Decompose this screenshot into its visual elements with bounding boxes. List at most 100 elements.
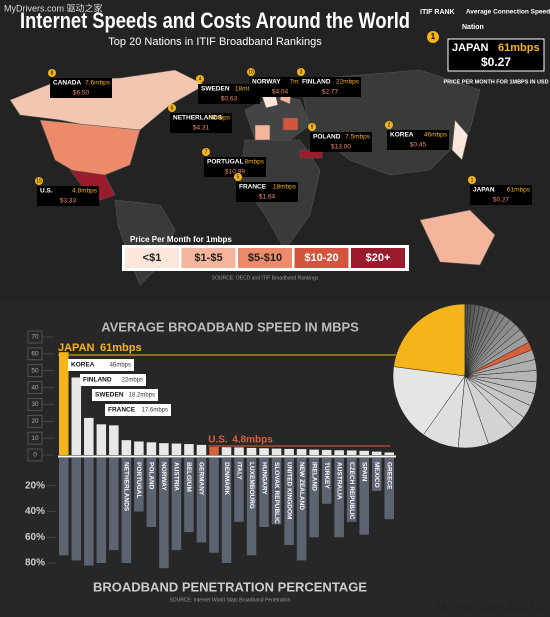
title: Internet Speeds and Costs Around the Wor…	[20, 8, 410, 33]
legend-title: Price Per Month for 1mbps	[130, 235, 232, 244]
pie-slice	[393, 303, 466, 377]
penetration-bar	[184, 458, 194, 533]
rank-badge	[35, 177, 43, 185]
penetration-bar	[384, 458, 394, 520]
callout-box	[170, 113, 232, 133]
penetration-bar	[246, 458, 257, 556]
callout-name: NETHERLANDS	[173, 115, 223, 122]
y-tick-label: 60%	[25, 532, 45, 543]
speed-bar	[96, 424, 107, 455]
key-speed: 61mbps	[498, 42, 540, 54]
penetration-bar	[359, 458, 369, 535]
legend-swatch	[238, 248, 292, 268]
callout-name: KOREA	[71, 362, 95, 369]
callout-rank: 6	[171, 105, 174, 111]
rank-badge	[202, 148, 210, 156]
callout-rank: 15	[36, 178, 42, 184]
penetration-bar	[346, 458, 357, 522]
callout-box	[387, 130, 449, 150]
x-tick-label: POLAND	[148, 462, 155, 490]
legend-swatch	[351, 248, 405, 268]
y-tick-label: 60	[31, 351, 39, 358]
callout-name: SWEDEN	[95, 392, 124, 399]
speed-bar	[359, 450, 369, 455]
speed-bar	[171, 443, 182, 455]
callout-rank: 8	[51, 70, 54, 76]
japan	[451, 119, 469, 161]
speed-bar	[109, 425, 119, 455]
callout-name: FRANCE	[239, 184, 267, 191]
x-tick-label: MEXICO	[373, 462, 380, 488]
callout-price: $0.45	[410, 142, 427, 149]
source: SOURCE: OECD and ITIF Broadband Rankings	[212, 275, 319, 281]
callout-price: $2.77	[322, 89, 339, 96]
callout-name: CANADA	[53, 80, 81, 87]
callout-name: KOREA	[390, 132, 414, 139]
speed-bar	[334, 450, 344, 455]
x-tick-label: UNITED KINGDOM	[285, 462, 292, 519]
rank-badge	[308, 123, 316, 131]
callout-rank: 7	[205, 149, 208, 155]
legend-label: <$1	[143, 252, 162, 264]
chart-title: BROADBAND PENETRATION PERCENTAGE	[93, 579, 367, 594]
watermark: MyDrivers.com 驱动之家	[4, 2, 103, 13]
x-tick-label: SPAIN	[360, 462, 367, 482]
callout-price: $0.63	[221, 96, 238, 103]
callout-name: FRANCE	[108, 407, 136, 414]
rank-badge	[427, 31, 439, 43]
penetration-bar	[296, 458, 307, 561]
speed-bar	[321, 449, 332, 455]
key-price: $0.27	[481, 55, 511, 69]
chart-title: AVERAGE BROADBAND SPEED IN MBPS	[101, 319, 359, 334]
pie-slice	[392, 366, 466, 436]
legend-label: $10-20	[304, 252, 338, 264]
x-tick-label: TURKEY	[323, 462, 330, 489]
callout-name: U.S.	[40, 188, 53, 195]
callout-price: $13.00	[331, 144, 351, 151]
callout-speed: 4.8mbps	[232, 435, 273, 446]
poland	[282, 117, 299, 131]
x-tick-label: LUXEMBOURG	[248, 462, 255, 509]
penetration-bar	[221, 458, 232, 563]
watermark: MyDrivers.com 驱动之家	[437, 601, 546, 614]
callout-name: JAPAN	[58, 342, 95, 354]
y-tick-label: 20	[31, 418, 39, 425]
speed-bar	[234, 447, 244, 455]
speed-bar	[71, 377, 82, 455]
key-label: Average Connection Speed	[466, 9, 550, 16]
key-rank: 1	[431, 32, 436, 41]
x-tick-label: ITALY	[235, 462, 242, 480]
legend-swatch	[294, 248, 349, 268]
callout-box	[236, 182, 298, 202]
france	[254, 124, 271, 141]
x-tick-label: CZECH REPUBLIC	[348, 462, 355, 520]
callout-price: $10.99	[225, 169, 245, 176]
callout-rank: 4	[199, 76, 202, 82]
speed-bar	[84, 417, 94, 455]
rank-badge	[468, 176, 476, 184]
penetration-bar	[96, 458, 107, 563]
speed-bar	[384, 452, 394, 455]
callout-rank: 10	[248, 69, 254, 75]
penetration-bar	[284, 458, 294, 545]
speed-bar	[371, 451, 382, 455]
y-tick-label: 70	[31, 334, 39, 341]
x-tick-label: GREECE	[386, 462, 393, 490]
speed-bar	[346, 450, 357, 455]
speed-bar	[59, 352, 69, 455]
penetration-bar	[259, 458, 269, 527]
callout-price: $0.27	[493, 197, 510, 204]
callout-box	[105, 404, 171, 416]
callout-name: NORWAY	[252, 79, 281, 86]
speed-bar	[309, 449, 319, 455]
y-tick-label: 0	[33, 452, 37, 459]
callout-box	[204, 157, 266, 177]
penetration-bar	[234, 458, 244, 522]
callout-speed: 7.5mbps	[345, 134, 371, 141]
rank-badge	[196, 75, 204, 83]
callout-speed: 46mbps	[424, 132, 448, 139]
x-tick-label: PORTUGAL	[135, 462, 142, 499]
penetration-bar	[121, 458, 132, 563]
legend-label: $5-$10	[248, 252, 282, 264]
